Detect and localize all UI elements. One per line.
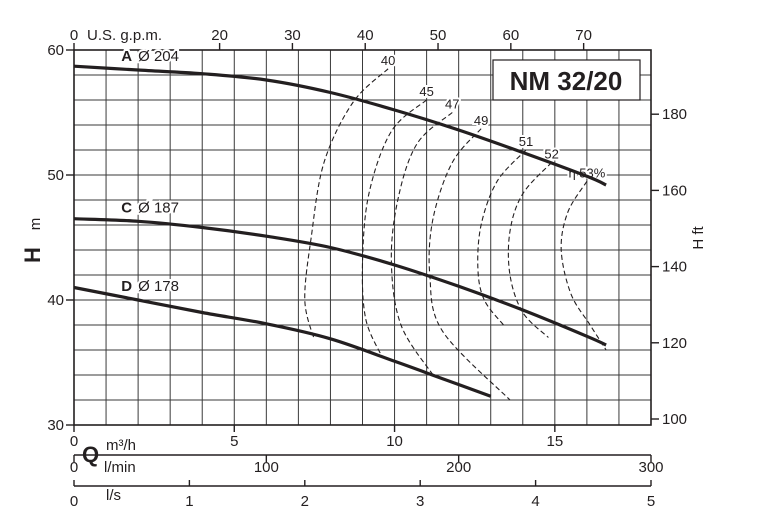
x-top-tick-label: 40 <box>357 27 374 44</box>
head-curves: A Ø 204 C Ø 187 D Ø 178 <box>73 46 607 398</box>
x-top-tick-label: 30 <box>284 27 301 44</box>
efficiency-label: 40 <box>381 53 395 68</box>
y-right-label: H ft <box>690 226 707 250</box>
curve-name: D <box>121 278 132 295</box>
efficiency-label: 49 <box>474 113 488 128</box>
efficiency-curves: 40 45 47 49 51 52 η 53% <box>304 51 608 401</box>
q-symbol: Q <box>82 442 99 467</box>
tick-labels: 30 40 50 60 0 5 10 15 0 20 30 40 50 60 70 100 120 140 160 1… <box>47 27 687 450</box>
bottom-unit-axes: 0 100 200 300 0 1 2 3 4 5 <box>70 454 664 510</box>
y-right-tick-label: 100 <box>662 411 687 428</box>
y-left-tick-label: 40 <box>47 292 64 309</box>
ls-tick-label: 4 <box>531 493 539 510</box>
y-left-symbol: H <box>20 247 45 263</box>
efficiency-label: 52 <box>544 147 558 162</box>
x-top-tick-label: 0 <box>70 27 78 44</box>
top-axis-label: U.S. g.p.m. <box>87 27 162 44</box>
x-primary-tick-label: 5 <box>230 433 238 450</box>
curve-name: A <box>121 48 132 65</box>
efficiency-curve <box>361 99 427 357</box>
head-curve-C <box>73 217 607 347</box>
ls-tick-label: 0 <box>70 493 78 510</box>
x-top-tick-label: 70 <box>575 27 592 44</box>
y-right-tick-label: 180 <box>662 106 687 123</box>
ls-tick-label: 2 <box>301 493 309 510</box>
lmin-tick-label: 200 <box>446 459 471 476</box>
curve-diameter: Ø 187 <box>138 199 179 216</box>
y-right-tick-label: 120 <box>662 335 687 352</box>
model-title: NM 32/20 <box>510 66 623 96</box>
y-left-unit: m <box>27 218 44 231</box>
plot-frame <box>73 49 652 426</box>
lmin-tick-label: 300 <box>638 459 663 476</box>
x-top-tick-label: 60 <box>502 27 519 44</box>
efficiency-curve <box>390 112 453 376</box>
lmin-tick-label: 0 <box>70 459 78 476</box>
x-top-tick-label: 20 <box>211 27 228 44</box>
ls-tick-label: 1 <box>185 493 193 510</box>
curve-diameter: Ø 178 <box>138 278 179 295</box>
efficiency-label: 45 <box>419 84 433 99</box>
x-primary-label: m³/h <box>106 437 136 454</box>
x-lmin-label: l/min <box>104 459 136 476</box>
x-ls-label: l/s <box>106 487 121 504</box>
y-left-tick-label: 30 <box>47 417 64 434</box>
y-left-tick-label: 60 <box>47 42 64 59</box>
x-primary-tick-label: 0 <box>70 433 78 450</box>
ls-tick-label: 3 <box>416 493 424 510</box>
efficiency-curve <box>428 128 511 401</box>
y-right-tick-label: 140 <box>662 259 687 276</box>
y-left-tick-label: 50 <box>47 167 64 184</box>
efficiency-label: 51 <box>519 134 533 149</box>
efficiency-curve <box>507 162 553 338</box>
x-primary-tick-label: 10 <box>386 433 403 450</box>
efficiency-label: 47 <box>445 97 459 112</box>
head-curve-A <box>73 64 607 187</box>
x-primary-tick-label: 15 <box>546 433 563 450</box>
efficiency-curve <box>304 68 389 341</box>
model-title-box <box>492 59 641 101</box>
y-right-tick-label: 160 <box>662 182 687 199</box>
efficiency-curve <box>477 149 527 326</box>
ls-tick-label: 5 <box>647 493 655 510</box>
head-curve-D <box>73 285 492 398</box>
curve-name: C <box>121 199 132 216</box>
axis-ticks <box>66 43 659 432</box>
efficiency-label: η 53% <box>568 165 605 180</box>
x-top-tick-label: 50 <box>430 27 447 44</box>
curve-diameter: Ø 204 <box>138 48 179 65</box>
grid <box>74 50 651 425</box>
efficiency-curve <box>560 181 607 351</box>
lmin-tick-label: 100 <box>254 459 279 476</box>
